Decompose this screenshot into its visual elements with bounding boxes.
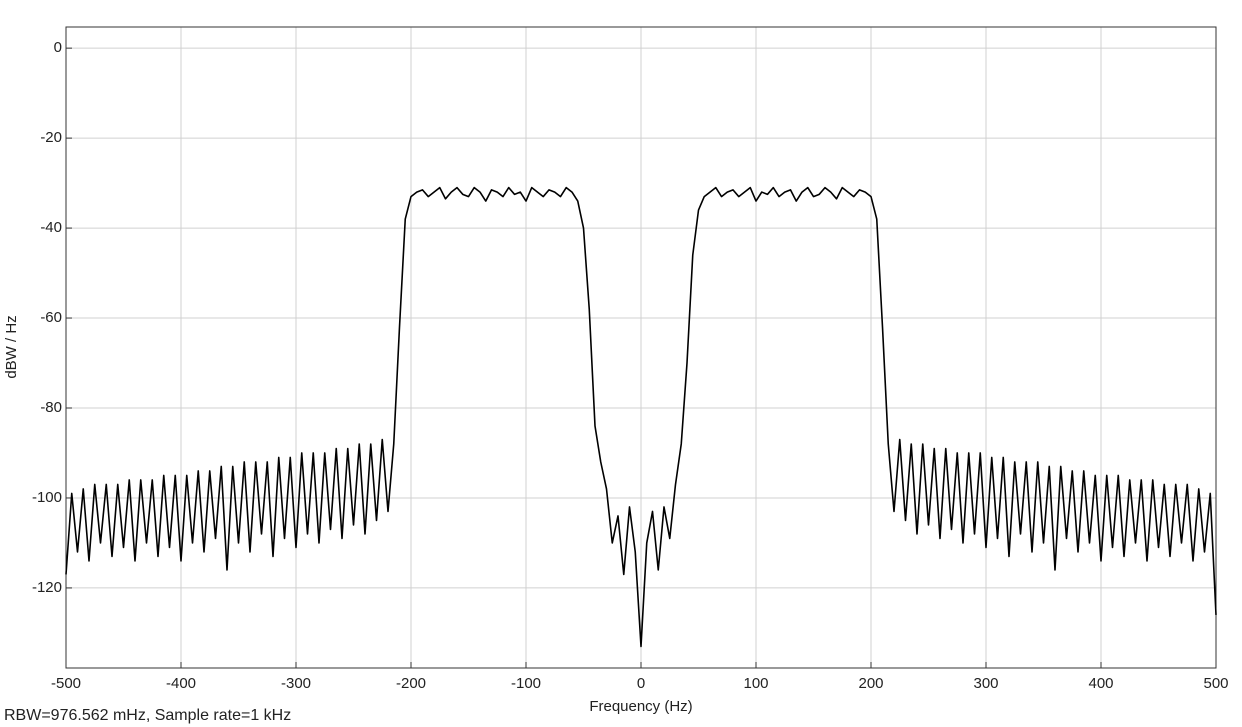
y-tick-label: -60 [40,309,62,326]
y-tick-label: -100 [32,489,62,506]
x-tick-label: 0 [637,675,645,692]
y-tick-label: -120 [32,579,62,596]
annotation: RBW=976.562 mHz, Sample rate=1 kHz [4,707,291,724]
x-tick-label: 300 [973,675,998,692]
x-tick-label: 400 [1088,675,1113,692]
x-tick-label: 100 [743,675,768,692]
x-tick-label: 500 [1203,675,1228,692]
y-tick-label: 0 [54,39,62,56]
x-tick-label: -500 [51,675,81,692]
x-tick-label: 200 [858,675,883,692]
x-tick-label: -200 [396,675,426,692]
x-axis-label: Frequency (Hz) [589,698,692,715]
y-tick-label: -20 [40,129,62,146]
x-tick-label: -100 [511,675,541,692]
y-tick-label: -40 [40,219,62,236]
plot-frame [65,26,1217,669]
x-tick-label: -300 [281,675,311,692]
x-tick-label: -400 [166,675,196,692]
spectrum-line [65,186,1217,648]
y-axis-label: dBW / Hz [3,315,20,378]
y-tick-label: -80 [40,399,62,416]
